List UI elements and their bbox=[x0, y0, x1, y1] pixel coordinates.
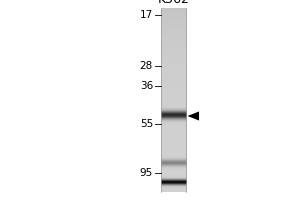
Text: K562: K562 bbox=[157, 0, 189, 6]
Text: 28: 28 bbox=[140, 61, 153, 71]
Text: 95: 95 bbox=[140, 168, 153, 178]
Text: 17: 17 bbox=[140, 10, 153, 20]
Text: 55: 55 bbox=[140, 119, 153, 129]
Polygon shape bbox=[188, 111, 199, 121]
Text: 36: 36 bbox=[140, 81, 153, 91]
